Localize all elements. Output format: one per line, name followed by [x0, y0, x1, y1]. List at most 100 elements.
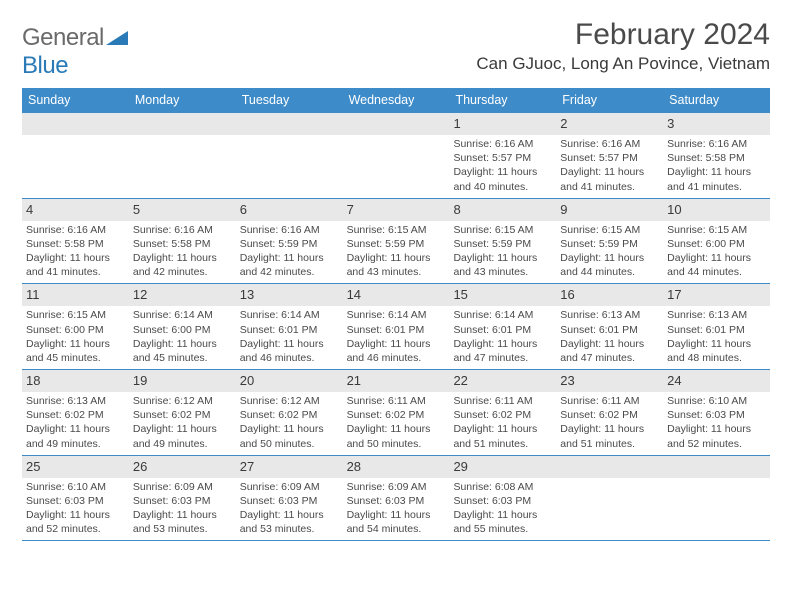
- day-number: 13: [240, 287, 254, 302]
- day-dl2: and 44 minutes.: [667, 265, 766, 279]
- day-ss: Sunset: 6:02 PM: [453, 408, 552, 422]
- day-dl2: and 45 minutes.: [133, 351, 232, 365]
- day-dl1: Daylight: 11 hours: [240, 508, 339, 522]
- day-ss: Sunset: 6:01 PM: [560, 323, 659, 337]
- day-number-row: 26: [129, 456, 236, 478]
- day-detail: Sunrise: 6:16 AMSunset: 5:58 PMDaylight:…: [133, 223, 232, 280]
- day-ss: Sunset: 5:57 PM: [453, 151, 552, 165]
- day-dl2: and 42 minutes.: [133, 265, 232, 279]
- calendar-week: 1Sunrise: 6:16 AMSunset: 5:57 PMDaylight…: [22, 112, 770, 199]
- day-dl1: Daylight: 11 hours: [667, 165, 766, 179]
- day-number: 4: [26, 202, 33, 217]
- day-dl2: and 46 minutes.: [240, 351, 339, 365]
- day-dl2: and 41 minutes.: [26, 265, 125, 279]
- day-detail: Sunrise: 6:09 AMSunset: 6:03 PMDaylight:…: [240, 480, 339, 537]
- calendar-day: 9Sunrise: 6:15 AMSunset: 5:59 PMDaylight…: [556, 199, 663, 284]
- day-number-row: 13: [236, 284, 343, 306]
- day-ss: Sunset: 6:02 PM: [560, 408, 659, 422]
- day-number: 5: [133, 202, 140, 217]
- day-number: 29: [453, 459, 467, 474]
- day-number-row: 7: [343, 199, 450, 221]
- weekday-header: Monday: [129, 88, 236, 112]
- calendar-day: 4Sunrise: 6:16 AMSunset: 5:58 PMDaylight…: [22, 199, 129, 284]
- day-number: 22: [453, 373, 467, 388]
- day-number-row: 25: [22, 456, 129, 478]
- day-ss: Sunset: 6:00 PM: [667, 237, 766, 251]
- weekday-header: Sunday: [22, 88, 129, 112]
- day-number-row: 28: [343, 456, 450, 478]
- day-number-row: 3: [663, 113, 770, 135]
- weekday-header: Friday: [556, 88, 663, 112]
- calendar-day: 25 Sunrise: 6:10 AMSunset: 6:03 PMDayligh…: [22, 456, 129, 541]
- day-dl2: and 43 minutes.: [347, 265, 446, 279]
- month-title: February 2024: [476, 18, 770, 52]
- day-dl2: and 50 minutes.: [347, 437, 446, 451]
- calendar-week: 18Sunrise: 6:13 AMSunset: 6:02 PMDayligh…: [22, 370, 770, 456]
- day-number-row: 1: [449, 113, 556, 135]
- day-sr: Sunrise: 6:09 AM: [240, 480, 339, 494]
- day-sr: Sunrise: 6:15 AM: [347, 223, 446, 237]
- day-ss: Sunset: 5:58 PM: [667, 151, 766, 165]
- weekday-header: Thursday: [449, 88, 556, 112]
- day-dl1: Daylight: 11 hours: [26, 508, 125, 522]
- day-detail: Sunrise: 6:10 AMSunset: 6:03 PMDaylight:…: [26, 480, 125, 537]
- day-detail: Sunrise: 6:09 AMSunset: 6:03 PMDaylight:…: [133, 480, 232, 537]
- day-dl1: Daylight: 11 hours: [453, 165, 552, 179]
- day-detail: Sunrise: 6:16 AMSunset: 5:57 PMDaylight:…: [560, 137, 659, 194]
- calendar-day: 3Sunrise: 6:16 AMSunset: 5:58 PMDaylight…: [663, 113, 770, 198]
- day-detail: Sunrise: 6:11 AMSunset: 6:02 PMDaylight:…: [453, 394, 552, 451]
- day-number: 20: [240, 373, 254, 388]
- day-sr: Sunrise: 6:10 AM: [667, 394, 766, 408]
- day-dl1: Daylight: 11 hours: [347, 508, 446, 522]
- day-dl2: and 41 minutes.: [667, 180, 766, 194]
- weekday-header: Tuesday: [236, 88, 343, 112]
- day-dl1: Daylight: 11 hours: [453, 337, 552, 351]
- day-ss: Sunset: 5:57 PM: [560, 151, 659, 165]
- day-sr: Sunrise: 6:13 AM: [667, 308, 766, 322]
- calendar-day: 6Sunrise: 6:16 AMSunset: 5:59 PMDaylight…: [236, 199, 343, 284]
- calendar-day: 22 Sunrise: 6:11 AMSunset: 6:02 PMDayligh…: [449, 370, 556, 455]
- day-sr: Sunrise: 6:16 AM: [133, 223, 232, 237]
- day-number: 24: [667, 373, 681, 388]
- calendar-week: 11Sunrise: 6:15 AMSunset: 6:00 PMDayligh…: [22, 284, 770, 370]
- day-dl1: Daylight: 11 hours: [240, 422, 339, 436]
- calendar-day: 17Sunrise: 6:13 AMSunset: 6:01 PMDayligh…: [663, 284, 770, 369]
- calendar-day: 20Sunrise: 6:12 AMSunset: 6:02 PMDayligh…: [236, 370, 343, 455]
- calendar-day: 23Sunrise: 6:11 AMSunset: 6:02 PMDayligh…: [556, 370, 663, 455]
- day-number-row: [663, 456, 770, 478]
- day-ss: Sunset: 5:58 PM: [133, 237, 232, 251]
- day-sr: Sunrise: 6:10 AM: [26, 480, 125, 494]
- day-dl2: and 49 minutes.: [133, 437, 232, 451]
- day-number: 25: [26, 459, 40, 474]
- day-ss: Sunset: 6:03 PM: [133, 494, 232, 508]
- day-detail: Sunrise: 6:11 AMSunset: 6:02 PMDaylight:…: [560, 394, 659, 451]
- calendar-day: [663, 456, 770, 541]
- calendar-day: 11Sunrise: 6:15 AMSunset: 6:00 PMDayligh…: [22, 284, 129, 369]
- day-dl2: and 48 minutes.: [667, 351, 766, 365]
- day-detail: Sunrise: 6:08 AMSunset: 6:03 PMDaylight:…: [453, 480, 552, 537]
- day-number-row: 5: [129, 199, 236, 221]
- day-dl2: and 46 minutes.: [347, 351, 446, 365]
- title-block: February 2024 Can GJuoc, Long An Povince…: [476, 18, 770, 74]
- calendar-day: 21Sunrise: 6:11 AMSunset: 6:02 PMDayligh…: [343, 370, 450, 455]
- day-dl2: and 47 minutes.: [453, 351, 552, 365]
- day-detail: Sunrise: 6:15 AMSunset: 5:59 PMDaylight:…: [347, 223, 446, 280]
- day-ss: Sunset: 6:01 PM: [667, 323, 766, 337]
- calendar-day: 2Sunrise: 6:16 AMSunset: 5:57 PMDaylight…: [556, 113, 663, 198]
- day-ss: Sunset: 6:01 PM: [347, 323, 446, 337]
- day-ss: Sunset: 6:02 PM: [240, 408, 339, 422]
- day-dl2: and 54 minutes.: [347, 522, 446, 536]
- calendar-day: 8Sunrise: 6:15 AMSunset: 5:59 PMDaylight…: [449, 199, 556, 284]
- calendar-day: 1Sunrise: 6:16 AMSunset: 5:57 PMDaylight…: [449, 113, 556, 198]
- day-number-row: 14: [343, 284, 450, 306]
- day-number-row: 8: [449, 199, 556, 221]
- day-sr: Sunrise: 6:13 AM: [26, 394, 125, 408]
- day-ss: Sunset: 6:02 PM: [133, 408, 232, 422]
- day-dl1: Daylight: 11 hours: [453, 508, 552, 522]
- calendar-day: 24Sunrise: 6:10 AMSunset: 6:03 PMDayligh…: [663, 370, 770, 455]
- day-dl1: Daylight: 11 hours: [560, 422, 659, 436]
- logo-word-2: Blue: [22, 52, 68, 79]
- logo: GeneralBlue: [22, 24, 128, 80]
- day-number: 3: [667, 116, 674, 131]
- day-number-row: 16: [556, 284, 663, 306]
